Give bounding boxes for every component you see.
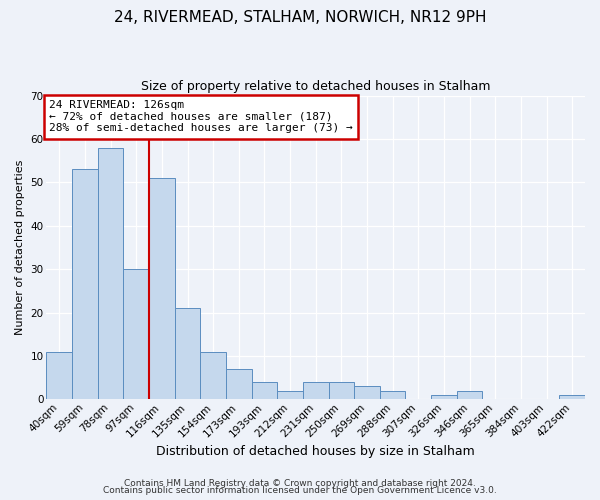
Bar (226, 369, 251, 400)
Bar (72, 170, 98, 400)
Bar (149, 178, 175, 400)
Bar (124, 269, 149, 400)
Text: Contains HM Land Registry data © Crown copyright and database right 2024.: Contains HM Land Registry data © Crown c… (124, 478, 476, 488)
Bar (175, 308, 200, 400)
Y-axis label: Number of detached properties: Number of detached properties (15, 160, 25, 335)
Bar (380, 390, 406, 400)
Bar (46, 352, 72, 400)
Bar (303, 382, 329, 400)
Text: 24 RIVERMEAD: 126sqm
← 72% of detached houses are smaller (187)
28% of semi-deta: 24 RIVERMEAD: 126sqm ← 72% of detached h… (49, 100, 353, 134)
Title: Size of property relative to detached houses in Stalham: Size of property relative to detached ho… (141, 80, 490, 93)
Bar (457, 390, 482, 400)
Text: 24, RIVERMEAD, STALHAM, NORWICH, NR12 9PH: 24, RIVERMEAD, STALHAM, NORWICH, NR12 9P… (114, 10, 486, 25)
Bar (200, 352, 226, 400)
Bar (354, 386, 380, 400)
Bar (431, 395, 457, 400)
Bar (329, 382, 354, 400)
Bar (98, 148, 124, 400)
Text: Contains public sector information licensed under the Open Government Licence v3: Contains public sector information licen… (103, 486, 497, 495)
Bar (277, 390, 303, 400)
X-axis label: Distribution of detached houses by size in Stalham: Distribution of detached houses by size … (157, 444, 475, 458)
Bar (251, 382, 277, 400)
Bar (559, 395, 585, 400)
